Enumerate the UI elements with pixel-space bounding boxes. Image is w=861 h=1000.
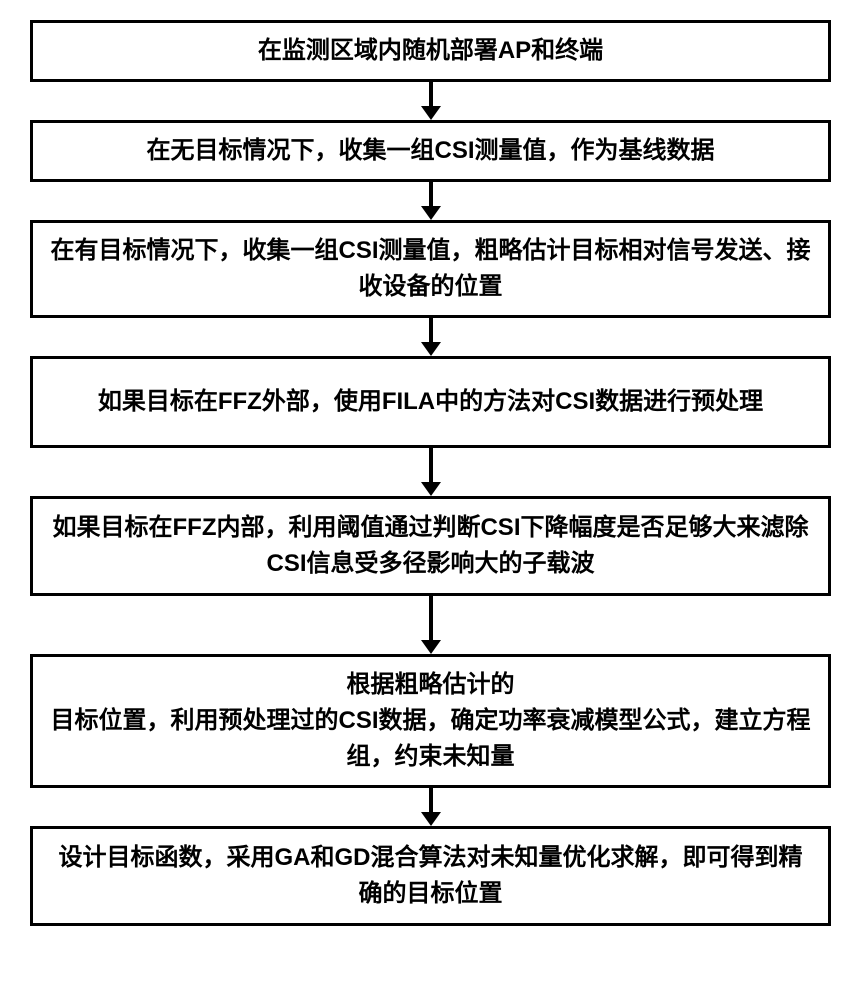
flow-step-2-text: 在无目标情况下，收集一组CSI测量值，作为基线数据	[146, 133, 714, 169]
flow-step-7: 设计目标函数，采用GA和GD混合算法对未知量优化求解，即可得到精确的目标位置	[30, 826, 831, 926]
flow-step-3: 在有目标情况下，收集一组CSI测量值，粗略估计目标相对信号发送、接收设备的位置	[30, 220, 831, 318]
flow-step-4: 如果目标在FFZ外部，使用FILA中的方法对CSI数据进行预处理	[30, 356, 831, 448]
flow-step-4-text: 如果目标在FFZ外部，使用FILA中的方法对CSI数据进行预处理	[98, 384, 763, 420]
flow-step-2: 在无目标情况下，收集一组CSI测量值，作为基线数据	[30, 120, 831, 182]
flow-step-3-text: 在有目标情况下，收集一组CSI测量值，粗略估计目标相对信号发送、接收设备的位置	[47, 233, 814, 305]
flow-step-6: 根据粗略估计的 目标位置，利用预处理过的CSI数据，确定功率衰减模型公式，建立方…	[30, 654, 831, 788]
flow-step-6-text: 根据粗略估计的 目标位置，利用预处理过的CSI数据，确定功率衰减模型公式，建立方…	[47, 667, 814, 775]
flow-step-5: 如果目标在FFZ内部，利用阈值通过判断CSI下降幅度是否足够大来滤除CSI信息受…	[30, 496, 831, 596]
flow-step-7-text: 设计目标函数，采用GA和GD混合算法对未知量优化求解，即可得到精确的目标位置	[47, 840, 814, 912]
flowchart-container: 在监测区域内随机部署AP和终端 在无目标情况下，收集一组CSI测量值，作为基线数…	[30, 20, 831, 926]
flow-step-1-text: 在监测区域内随机部署AP和终端	[258, 33, 603, 69]
flow-step-5-text: 如果目标在FFZ内部，利用阈值通过判断CSI下降幅度是否足够大来滤除CSI信息受…	[47, 510, 814, 582]
flow-step-1: 在监测区域内随机部署AP和终端	[30, 20, 831, 82]
